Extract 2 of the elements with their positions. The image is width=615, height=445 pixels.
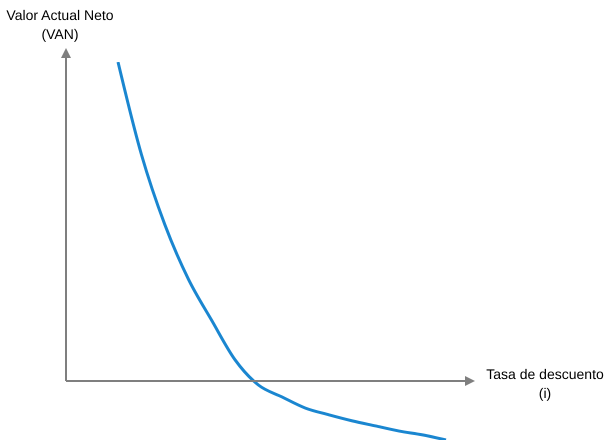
y-axis-title: Valor Actual Neto (VAN) [5, 6, 115, 44]
x-axis-title: Tasa de descuento (i) [485, 365, 605, 403]
